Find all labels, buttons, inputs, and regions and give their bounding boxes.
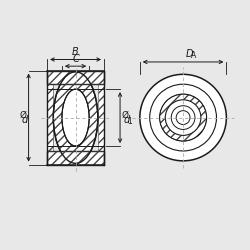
- Bar: [47, 70, 104, 84]
- Bar: [98, 70, 104, 164]
- Circle shape: [176, 111, 190, 124]
- Ellipse shape: [62, 89, 89, 146]
- Circle shape: [160, 94, 206, 141]
- Text: B: B: [72, 46, 79, 56]
- Text: Ø: Ø: [122, 110, 129, 120]
- Bar: [47, 70, 53, 164]
- Text: 1: 1: [127, 117, 132, 126]
- Text: C: C: [72, 54, 79, 64]
- Circle shape: [171, 106, 195, 130]
- Circle shape: [140, 74, 226, 161]
- Ellipse shape: [53, 72, 98, 163]
- Bar: [98, 70, 104, 164]
- Bar: [47, 151, 104, 164]
- Circle shape: [165, 100, 201, 136]
- Circle shape: [165, 100, 201, 136]
- Text: Ø: Ø: [19, 110, 26, 120]
- Circle shape: [150, 84, 216, 151]
- Bar: [47, 70, 53, 164]
- Bar: [47, 70, 104, 84]
- Bar: [47, 151, 104, 164]
- Text: D: D: [186, 49, 193, 59]
- Text: d: d: [22, 115, 28, 125]
- Text: d: d: [124, 115, 130, 125]
- Text: A: A: [191, 52, 196, 60]
